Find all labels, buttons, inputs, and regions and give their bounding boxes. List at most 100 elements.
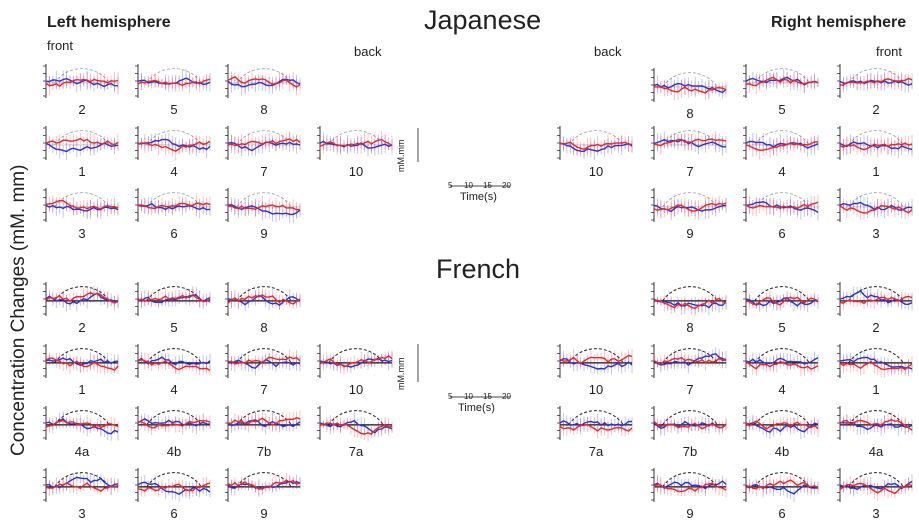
oxy-hb-line — [653, 202, 727, 212]
line-panel-7 — [225, 344, 301, 378]
stimulus-curve — [568, 410, 624, 426]
panel-label-8: 8 — [260, 320, 268, 335]
scale-bar-french: mM.mm 5 10 15 20 Time(s) — [396, 340, 520, 430]
deoxy-hb-line — [137, 202, 211, 211]
oxy-hb-line — [745, 76, 819, 87]
panel-label-10: 10 — [348, 164, 364, 179]
oxy-hb-line — [137, 140, 211, 152]
deoxy-hb-line — [745, 483, 819, 495]
stimulus-curve — [236, 192, 292, 208]
panel-label-4a: 4a — [74, 444, 90, 459]
line-panel-5 — [135, 282, 211, 316]
oxy-hb-line — [45, 78, 119, 87]
oxy-hb-line — [745, 360, 819, 370]
line-panel-7b — [651, 406, 727, 440]
panel-label-1: 1 — [78, 164, 86, 179]
line-panel-2 — [837, 64, 913, 98]
panel-label-10: 10 — [348, 382, 364, 397]
scale-tick-15: 15 — [483, 181, 492, 190]
stimulus-curve — [662, 472, 718, 488]
deoxy-hb-line — [319, 140, 393, 149]
line-panel-1 — [43, 126, 119, 161]
panel-label-2: 2 — [78, 320, 86, 335]
panel-label-4: 4 — [170, 382, 178, 397]
oxy-hb-line — [227, 356, 301, 365]
oxy-hb-line — [319, 138, 393, 147]
line-panel-8 — [651, 282, 727, 317]
line-panel-3 — [43, 188, 119, 222]
stimulus-curve — [54, 192, 110, 208]
line-panel-2 — [43, 64, 119, 98]
stimulus-curve — [236, 286, 292, 302]
left-back-label: back — [354, 44, 382, 59]
line-panel-7a — [557, 406, 633, 440]
oxy-hb-line — [227, 416, 301, 426]
line-panel-9 — [225, 468, 301, 502]
panel-label-4: 4 — [778, 382, 786, 397]
panel-label-3: 3 — [872, 506, 880, 521]
stimulus-curve — [662, 286, 718, 302]
stimulus-curve — [848, 286, 904, 302]
panel-label-2: 2 — [78, 102, 86, 117]
deoxy-hb-line — [559, 420, 633, 427]
oxy-hb-line — [745, 296, 819, 306]
oxy-hb-line — [745, 141, 819, 152]
panel-label-7b: 7b — [682, 444, 698, 459]
oxy-hb-line — [745, 420, 819, 430]
oxy-hb-line — [839, 295, 913, 305]
deoxy-hb-line — [745, 357, 819, 365]
title-french: French — [436, 254, 521, 284]
oxy-hb-line — [653, 297, 727, 310]
oxy-hb-line — [137, 78, 211, 87]
deoxy-hb-line — [653, 353, 727, 366]
line-panel-7 — [651, 344, 727, 378]
title-japanese: Japanese — [424, 5, 542, 35]
scale-tick-10: 10 — [464, 181, 473, 190]
line-panel-10 — [557, 344, 633, 378]
oxy-hb-line — [839, 360, 913, 371]
scale-tick-15-fr: 15 — [483, 392, 492, 401]
panel-label-9: 9 — [260, 226, 268, 241]
left-front-label: front — [47, 38, 74, 53]
panel-label-1: 1 — [872, 164, 880, 179]
panel-label-9: 9 — [686, 506, 694, 521]
stimulus-curve — [662, 410, 718, 426]
line-panel-10 — [317, 344, 393, 378]
stimulus-curve — [754, 68, 810, 84]
stimulus-curve — [146, 348, 202, 364]
line-panel-4 — [135, 344, 211, 378]
oxy-hb-line — [653, 138, 727, 147]
panel-label-7: 7 — [260, 382, 268, 397]
oxy-hb-line — [319, 355, 393, 368]
line-panel-4b — [743, 406, 819, 440]
deoxy-hb-line — [653, 138, 726, 148]
deoxy-hb-line — [227, 78, 301, 88]
panel-label-8: 8 — [686, 106, 694, 121]
stimulus-curve — [328, 410, 384, 426]
line-panel-1 — [43, 344, 119, 378]
line-panel-1 — [837, 126, 913, 160]
oxy-hb-line — [319, 422, 393, 436]
line-panel-1 — [837, 344, 913, 378]
panel-label-6: 6 — [778, 226, 786, 241]
oxy-hb-line — [653, 420, 727, 430]
stimulus-curve — [568, 130, 624, 146]
stimulus-curve — [146, 192, 202, 208]
line-panel-9 — [225, 188, 301, 224]
deoxy-hb-line — [839, 201, 913, 211]
oxy-hb-line — [227, 204, 301, 211]
panel-label-3: 3 — [872, 226, 880, 241]
panel-label-7a: 7a — [588, 444, 604, 459]
deoxy-hb-line — [137, 356, 211, 366]
oxy-hb-line — [45, 482, 119, 493]
oxy-hb-line — [839, 204, 913, 214]
stimulus-curve — [146, 68, 202, 84]
deoxy-hb-line — [319, 419, 393, 434]
panel-label-5: 5 — [170, 320, 178, 335]
deoxy-hb-line — [227, 419, 301, 428]
oxy-hb-line — [839, 77, 913, 86]
line-panel-6 — [135, 468, 211, 502]
oxy-hb-line — [137, 202, 211, 210]
deoxy-hb-line — [653, 298, 727, 309]
panel-label-5: 5 — [778, 102, 786, 117]
